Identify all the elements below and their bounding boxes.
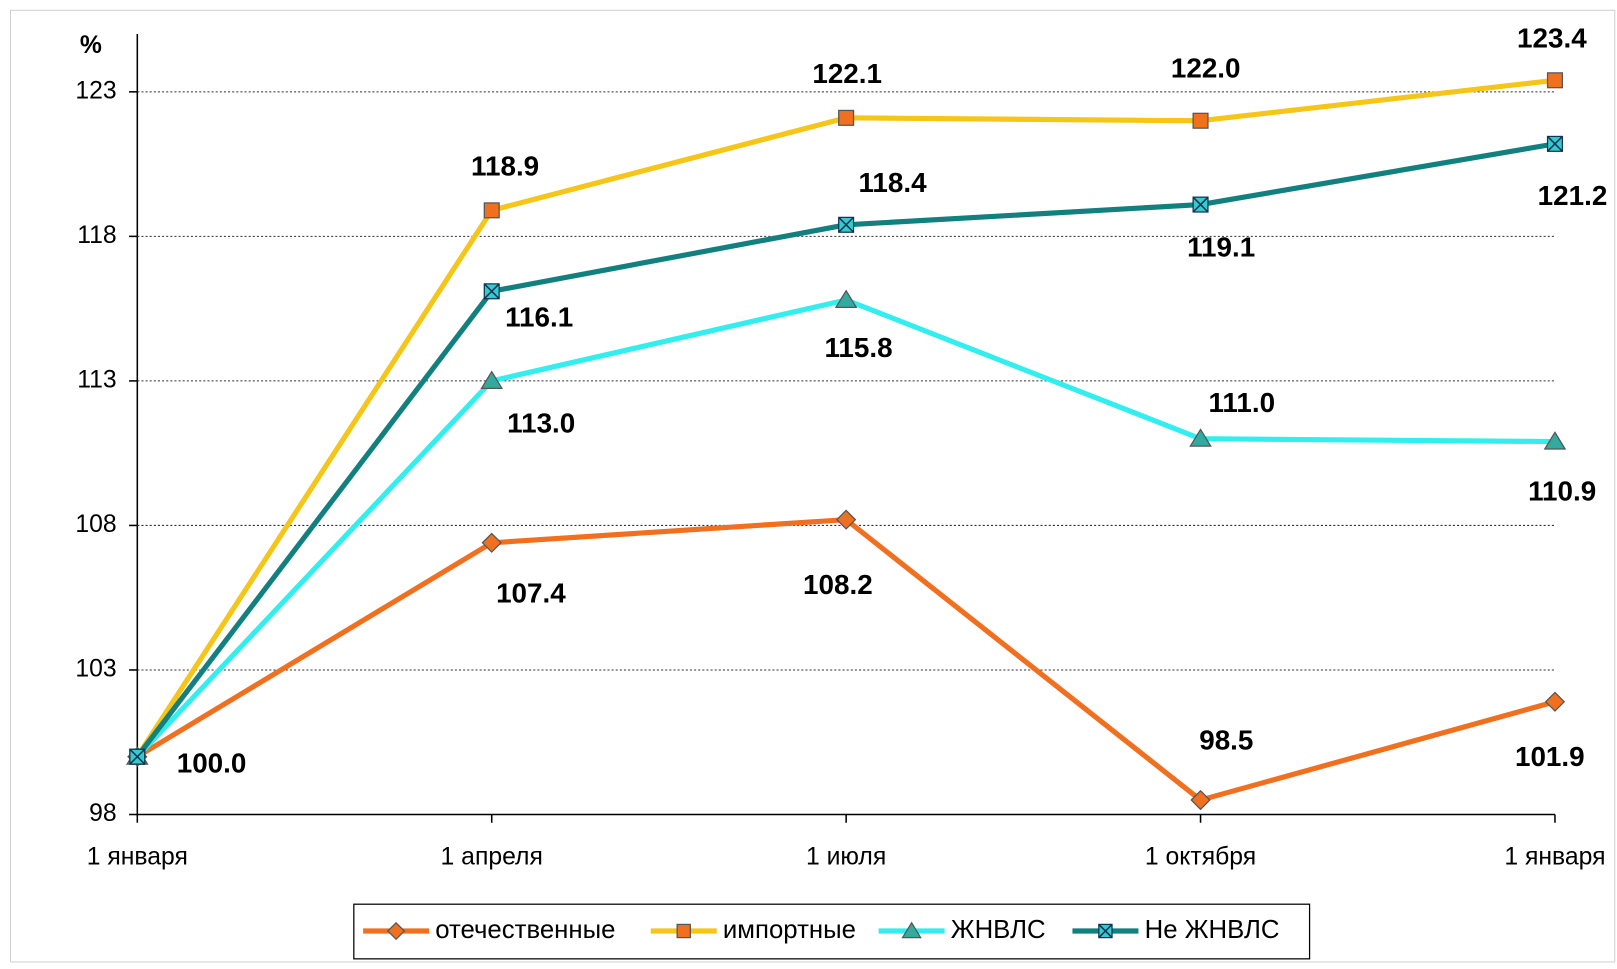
marker <box>676 923 691 939</box>
marker <box>1190 789 1211 811</box>
data-label: 123.4 <box>1517 22 1587 53</box>
marker <box>838 216 855 233</box>
marker-cross <box>1192 196 1209 213</box>
x-tick-label: 1 апреля <box>441 843 543 870</box>
y-tick-label: 118 <box>77 222 116 249</box>
marker-cross <box>483 283 500 300</box>
data-label: 108.2 <box>803 569 873 600</box>
data-label: 100.0 <box>177 747 247 778</box>
marker <box>1543 431 1567 450</box>
marker-cross <box>129 748 146 765</box>
x-tick-label: 1 января <box>1504 843 1605 870</box>
marker <box>1192 112 1209 129</box>
data-label: 107.4 <box>496 578 566 609</box>
data-label: 115.8 <box>824 332 892 363</box>
data-label: 113.0 <box>507 408 575 439</box>
marker <box>483 202 500 219</box>
x-tick-label: 1 июля <box>806 843 886 870</box>
marker <box>901 921 922 939</box>
legend: отечественные импортные ЖНВЛС Не ЖНВЛС <box>353 903 1311 960</box>
data-label: 121.2 <box>1538 180 1608 211</box>
data-label: 119.1 <box>1187 231 1255 262</box>
data-label: 118.4 <box>858 167 927 198</box>
chart-frame <box>9 9 1616 963</box>
y-tick-label: 123 <box>75 77 116 104</box>
data-label: 101.9 <box>1515 741 1585 772</box>
marker <box>481 532 502 553</box>
data-label: 111.0 <box>1208 387 1275 418</box>
marker-cross <box>1546 135 1563 152</box>
marker <box>483 283 500 300</box>
legend-label: ЖНВЛС <box>951 916 1046 944</box>
marker <box>1098 923 1113 939</box>
legend-label: отечественные <box>435 916 615 944</box>
y-tick-label: 98 <box>89 800 117 827</box>
x-tick-label: 1 января <box>87 843 188 870</box>
data-label: 116.1 <box>505 301 573 332</box>
data-label: 122.0 <box>1171 53 1241 84</box>
marker <box>1192 196 1209 213</box>
y-tick-label: 108 <box>75 511 116 538</box>
legend-label: Не ЖНВЛС <box>1145 916 1280 944</box>
legend-label: импортные <box>723 916 856 944</box>
marker <box>1546 72 1563 89</box>
data-label: 110.9 <box>1528 476 1596 507</box>
data-label: 118.9 <box>471 150 539 181</box>
marker <box>1544 691 1566 712</box>
data-label: 122.1 <box>812 58 882 89</box>
marker <box>1546 135 1563 152</box>
y-tick-label: 103 <box>75 656 116 683</box>
y-axis-label: % <box>80 32 102 59</box>
marker <box>386 921 406 941</box>
marker <box>480 370 504 389</box>
legend-box <box>353 903 1311 960</box>
marker <box>834 289 858 309</box>
data-label: 98.5 <box>1199 725 1253 756</box>
marker-cross <box>1098 923 1113 939</box>
marker <box>838 109 855 126</box>
marker <box>835 509 857 530</box>
y-tick-label: 113 <box>77 366 116 393</box>
marker <box>1189 428 1212 447</box>
marker <box>129 748 146 765</box>
x-tick-label: 1 октября <box>1145 843 1256 870</box>
marker-cross <box>838 216 855 233</box>
